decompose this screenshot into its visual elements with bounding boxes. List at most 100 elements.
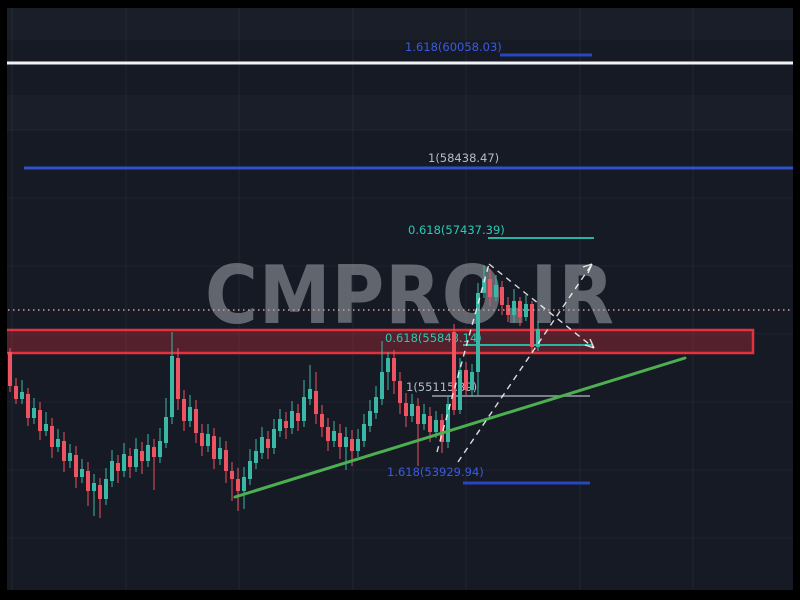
candle-body <box>56 439 60 447</box>
candle-body <box>152 447 156 457</box>
green-trendline[interactable] <box>233 356 687 499</box>
candle-body <box>44 424 48 431</box>
candle-body <box>110 461 114 481</box>
dashed-pattern-line[interactable] <box>488 263 595 349</box>
candle-body <box>194 409 198 433</box>
candle-body <box>218 448 222 459</box>
dashed-arrow-tick <box>589 338 595 349</box>
candle-body <box>446 404 450 442</box>
candle-body <box>356 439 360 451</box>
candle-body <box>26 394 30 418</box>
supply-zone-rect[interactable] <box>0 328 755 355</box>
candle-body <box>104 479 108 499</box>
candle-body <box>380 372 384 399</box>
horizontal-lines[interactable] <box>7 61 793 170</box>
candle-body <box>392 358 396 381</box>
candle-body <box>524 304 528 317</box>
candle-body <box>458 370 462 410</box>
candle-body <box>386 358 390 372</box>
fib-level-label: 1(58438.47) <box>428 151 499 165</box>
candle-body <box>50 426 54 447</box>
candle-body <box>116 463 120 471</box>
candle-body <box>200 433 204 446</box>
candle-body <box>302 397 306 421</box>
candle-body <box>398 381 402 403</box>
candle-body <box>68 453 72 461</box>
dashed-arrow-tick <box>582 263 593 268</box>
candle-body <box>164 417 168 443</box>
fib-level-label: 0.618(57437.39) <box>408 223 505 237</box>
candle-body <box>482 279 486 293</box>
candle-body <box>530 304 534 347</box>
candle-body <box>518 301 522 317</box>
candle-body <box>494 285 498 297</box>
candle-body <box>230 471 234 479</box>
candle-body <box>128 456 132 467</box>
candle-body <box>170 356 174 417</box>
candle-body <box>278 419 282 431</box>
dashed-pattern-line[interactable] <box>457 263 593 463</box>
candle-body <box>350 439 354 451</box>
candle-body <box>404 403 408 416</box>
candle-body <box>182 399 186 421</box>
candle-body <box>476 293 480 372</box>
candle-body <box>236 479 240 491</box>
candle-body <box>38 410 42 431</box>
candle-body <box>536 329 540 347</box>
candle-body <box>290 411 294 428</box>
candle-body <box>272 429 276 448</box>
session-band <box>7 8 793 40</box>
candle-body <box>8 352 12 386</box>
candle-body <box>470 372 474 390</box>
candlestick-series <box>8 265 540 518</box>
candle-body <box>434 420 438 432</box>
candle-body <box>440 420 444 442</box>
session-band <box>7 95 793 130</box>
dashed-arrow-tick <box>587 263 593 274</box>
candle-body <box>362 424 366 441</box>
candle-body <box>92 483 96 491</box>
candle-body <box>242 477 246 491</box>
dashed-pattern-line[interactable] <box>436 263 490 453</box>
candle-body <box>266 439 270 448</box>
candle-body <box>410 404 414 416</box>
dashed-arrow-tick <box>584 344 595 349</box>
candle-body <box>260 437 264 453</box>
candle-body <box>332 431 336 441</box>
candle-body <box>212 436 216 459</box>
candle-body <box>146 445 150 461</box>
candle-body <box>284 421 288 428</box>
candle-body <box>14 386 18 399</box>
fib-level-label: 1.618(60058.03) <box>405 40 502 54</box>
candle-body <box>20 392 24 399</box>
candle-body <box>224 450 228 471</box>
candle-body <box>344 437 348 447</box>
candle-body <box>338 433 342 447</box>
candle-body <box>158 441 162 457</box>
dashed-pattern-lines[interactable] <box>436 263 595 463</box>
candle-body <box>248 461 252 479</box>
candle-body <box>296 413 300 421</box>
candle-body <box>452 332 456 410</box>
candle-body <box>374 397 378 413</box>
candle-body <box>500 287 504 305</box>
candle-body <box>122 454 126 471</box>
candle-body <box>314 391 318 414</box>
candle-body <box>62 441 66 461</box>
watermark-text: CMPRO.IR <box>205 248 615 343</box>
candle-body <box>416 406 420 424</box>
candle-body <box>512 301 516 315</box>
ascending-trendline[interactable] <box>233 356 687 499</box>
candle-body <box>98 485 102 499</box>
chart-canvas[interactable]: CMPRO.IR <box>7 8 793 590</box>
session-bands <box>7 8 793 130</box>
candle-body <box>368 411 372 426</box>
fib-level-label: 0.618(55848.14) <box>385 331 482 345</box>
candle-body <box>422 414 426 424</box>
candle-body <box>464 370 468 390</box>
candle-body <box>74 455 78 477</box>
supply-zone[interactable] <box>0 328 755 355</box>
candle-body <box>308 389 312 399</box>
